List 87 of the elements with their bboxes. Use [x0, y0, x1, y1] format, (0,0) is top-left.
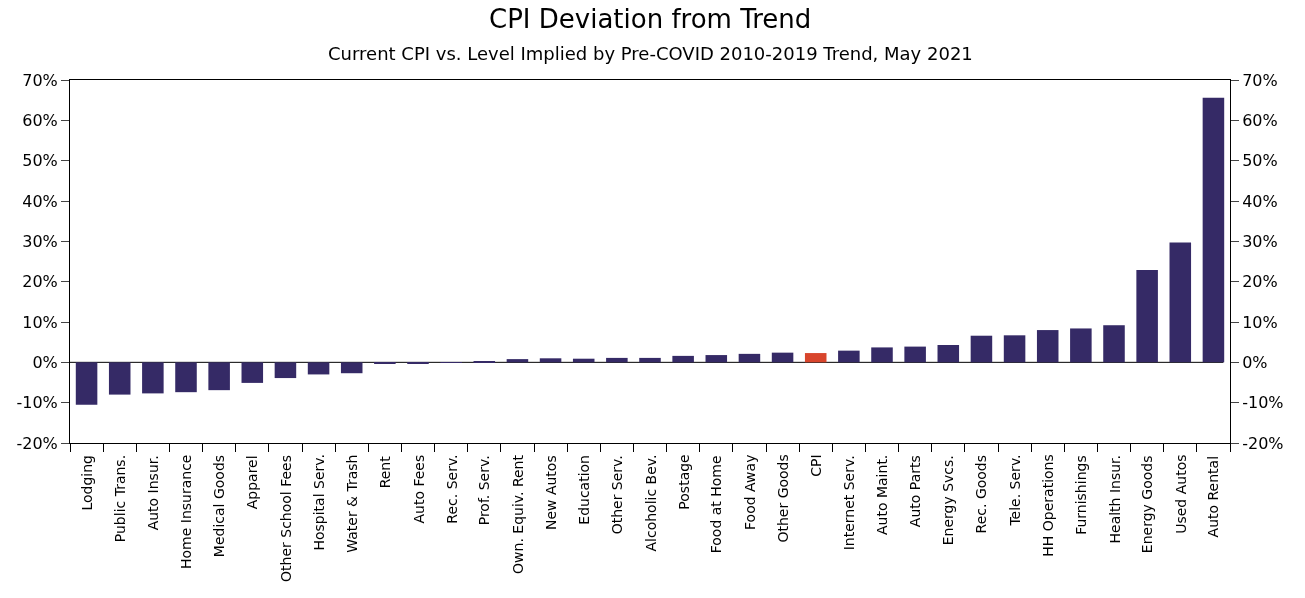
bar [1169, 242, 1192, 363]
bar [274, 362, 297, 379]
x-tick-label: Energy Svcs. [940, 455, 957, 546]
bar [307, 362, 330, 375]
x-tick-label: Own. Equiv. Rent [509, 454, 526, 574]
x-tick-label: Rec. Serv. [443, 454, 460, 524]
bar [705, 355, 728, 363]
x-tick-label: Auto Insur. [145, 455, 162, 531]
bar [539, 358, 562, 363]
y2-tick-label: 40% [1242, 191, 1278, 211]
y-tick-label: 70% [22, 70, 58, 90]
bar [75, 362, 98, 405]
y-tick-label: 30% [22, 231, 58, 251]
x-tick-label: Tele. Serv. [1006, 454, 1023, 527]
bar [1003, 335, 1026, 363]
y-tick-label: 40% [22, 191, 58, 211]
x-tick-label: Energy Goods [1139, 455, 1156, 554]
bar [937, 344, 960, 363]
bar [175, 362, 197, 393]
bar [606, 357, 628, 363]
x-tick-label: Other School Fees [277, 454, 294, 582]
chart-title: CPI Deviation from Trend [489, 4, 812, 34]
bar [672, 355, 694, 363]
bar [804, 353, 827, 363]
x-tick-label: CPI [807, 454, 824, 477]
x-tick-label: Apparel [244, 455, 261, 510]
y2-tick-label: 50% [1242, 151, 1278, 171]
y2-tick-label: -20% [1242, 433, 1284, 453]
x-tick-label: Public Trans. [112, 454, 129, 543]
y-tick-label: 50% [22, 151, 58, 171]
x-tick-label: Postage [675, 454, 692, 510]
bar [838, 350, 860, 363]
x-tick-label: Furnishings [1072, 455, 1089, 535]
bar [871, 347, 893, 363]
x-tick-label: Food Away [741, 454, 758, 530]
bar [108, 362, 131, 395]
y-tick-label: 20% [22, 272, 58, 292]
x-tick-label: New Autos [543, 455, 560, 531]
y-tick-label: -10% [16, 393, 58, 413]
x-tick-label: Water & Trash [343, 454, 360, 553]
y-tick-label: 60% [22, 110, 58, 130]
y2-tick-label: 20% [1242, 272, 1278, 292]
bar [904, 346, 926, 363]
chart-subtitle: Current CPI vs. Level Implied by Pre-COVID 2010-2019 Trend, May 2021 [328, 43, 973, 64]
y2-tick-label: 10% [1242, 312, 1278, 332]
x-tick-label: Alcoholic Bev. [642, 454, 659, 552]
bar [340, 362, 363, 374]
bar [142, 362, 164, 394]
y2-tick-label: -10% [1242, 393, 1284, 413]
bar [639, 357, 661, 363]
y-tick-label: -20% [16, 433, 58, 453]
x-tick-label: Auto Fees [410, 454, 427, 524]
x-tick-label: Home Insurance [178, 454, 194, 569]
bar [1036, 330, 1059, 363]
bar [1136, 269, 1158, 363]
bar [970, 335, 993, 363]
x-tick-label: Rec. Goods [973, 454, 990, 534]
x-tick-label: Used Autos [1172, 454, 1189, 534]
bar [208, 362, 230, 391]
x-tick-label: Auto Maint. [874, 454, 890, 535]
bar [241, 362, 264, 383]
bar [771, 352, 794, 363]
x-tick-label: Education [575, 455, 592, 525]
y2-tick-label: 30% [1242, 231, 1278, 251]
y-tick-label: 0% [32, 352, 58, 372]
y-tick-label: 10% [22, 312, 58, 332]
bar [738, 353, 761, 363]
bar [1070, 328, 1092, 363]
x-tick-label: Medical Goods [211, 454, 228, 558]
x-tick-label: HH Operations [1039, 454, 1056, 557]
x-tick-label: Health Insur. [1106, 454, 1123, 544]
x-tick-label: Food at Home [708, 455, 725, 554]
y2-tick-label: 60% [1242, 110, 1278, 130]
x-tick-label: Auto Rental [1205, 455, 1222, 538]
x-tick-label: Rent [377, 455, 394, 489]
x-tick-label: Prof. Serv. [476, 455, 493, 526]
bar [1202, 97, 1225, 363]
x-tick-label: Auto Parts [907, 455, 924, 528]
bar [1103, 325, 1125, 363]
y2-tick-label: 70% [1242, 70, 1278, 90]
x-tick-label: Hospital Serv. [310, 454, 327, 551]
x-tick-label: Other Goods [774, 454, 791, 543]
x-tick-label: Internet Serv. [841, 455, 858, 551]
x-tick-label: Other Serv. [609, 455, 626, 535]
y2-tick-label: 0% [1242, 352, 1268, 372]
x-tick-label: Lodging [78, 455, 95, 511]
bar [506, 359, 529, 363]
